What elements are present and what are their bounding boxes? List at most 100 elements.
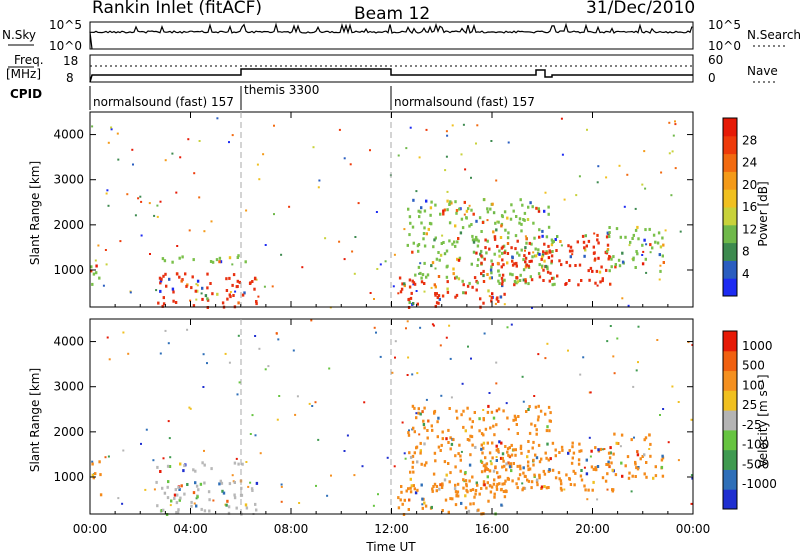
echo-cell: [160, 509, 163, 512]
noise-cell: [140, 200, 143, 203]
echo-cell: [493, 252, 496, 256]
echo-cell: [440, 443, 443, 447]
echo-cell: [659, 245, 663, 249]
echo-cell: [496, 296, 499, 300]
echo-cell: [547, 212, 550, 216]
echo-cell: [488, 469, 492, 473]
echo-cell: [641, 455, 644, 458]
echo-cell: [436, 420, 439, 424]
echo-cell: [501, 482, 504, 486]
echo-cell: [472, 502, 475, 506]
echo-cell: [649, 442, 652, 446]
echo-cell: [480, 272, 483, 276]
echo-cell: [229, 295, 232, 299]
echo-cell: [492, 416, 496, 420]
nsky-frame: [89, 21, 694, 50]
noise-cell: [280, 253, 283, 256]
echo-cell: [95, 271, 98, 275]
echo-cell: [556, 274, 559, 278]
time-axis: 00:00 04:00 08:00 12:00 16:00 20:00 00:00: [73, 112, 710, 536]
echo-cell: [409, 486, 412, 490]
echo-cell: [484, 246, 487, 250]
echo-cell: [533, 424, 537, 428]
echo-cell: [546, 442, 549, 446]
noise-cell: [189, 299, 192, 302]
echo-cell: [483, 483, 486, 487]
echo-cell: [447, 510, 450, 514]
echo-cell: [437, 416, 440, 420]
echo-cell: [161, 304, 164, 308]
echo-cell: [192, 304, 196, 308]
echo-cell: [237, 254, 240, 258]
noise-cell: [495, 456, 498, 458]
freq-strip: Freq. [MHz] 18 8 60 0 Nave: [6, 53, 778, 85]
echo-cell: [433, 238, 436, 242]
noise-cell: [628, 244, 631, 247]
noise-cell: [441, 234, 444, 237]
noise-cell: [672, 134, 675, 137]
echo-cell: [574, 471, 577, 475]
noise-cell: [658, 278, 661, 281]
echo-cell: [529, 201, 532, 205]
echo-cell: [538, 476, 541, 480]
echo-cell: [199, 482, 203, 486]
echo-cell: [527, 449, 530, 453]
colorbar-swatch: [723, 350, 737, 372]
echo-cell: [520, 222, 523, 226]
noise-cell: [317, 186, 320, 189]
echo-cell: [538, 228, 541, 232]
echo-cell: [228, 256, 232, 260]
echo-cell: [498, 273, 501, 277]
noise-cell: [107, 141, 110, 144]
echo-cell: [461, 279, 464, 283]
noise-cell: [521, 375, 524, 378]
echo-cell: [486, 410, 490, 414]
echo-cell: [210, 467, 213, 471]
noise-cell: [405, 327, 407, 330]
echo-cell: [443, 478, 447, 482]
xtick-label: 04:00: [173, 522, 208, 536]
echo-cell: [568, 264, 572, 268]
echo-cell: [636, 453, 640, 457]
echo-cell: [459, 454, 462, 458]
noise-cell: [97, 244, 100, 247]
echo-cell: [489, 490, 493, 494]
echo-cell: [441, 483, 444, 487]
echo-cell: [525, 237, 528, 241]
echo-cell: [608, 255, 612, 259]
echo-cell: [548, 429, 551, 433]
noise-cell: [254, 434, 257, 437]
noise-cell: [621, 297, 624, 300]
echo-cell: [490, 410, 494, 414]
echo-cell: [567, 451, 570, 455]
echo-cell: [497, 450, 500, 453]
echo-cell: [476, 244, 480, 248]
echo-cell: [557, 471, 561, 475]
echo-cell: [201, 461, 204, 465]
echo-cell: [424, 504, 428, 508]
echo-cell: [511, 479, 514, 483]
noise-cell: [369, 292, 372, 294]
echo-cell: [478, 429, 481, 433]
echo-cell: [605, 268, 608, 272]
echo-cell: [446, 264, 449, 268]
nsearch-tick-bottom: 10^0: [708, 39, 741, 53]
echo-cell: [222, 491, 226, 495]
echo-cell: [163, 491, 167, 495]
echo-cell: [482, 441, 486, 445]
noise-cell: [627, 304, 630, 307]
noise-cell: [127, 352, 130, 355]
echo-cell: [524, 278, 527, 282]
echo-cell: [654, 474, 658, 478]
echo-cell: [504, 249, 507, 253]
echo-cell: [501, 258, 504, 262]
noise-cell: [375, 211, 378, 213]
echo-cell: [400, 485, 403, 488]
echo-cell: [442, 241, 445, 244]
echo-cell: [423, 501, 426, 505]
echo-cell: [491, 456, 494, 460]
colorbar-tick-label: -100: [742, 438, 769, 452]
echo-cell: [580, 279, 583, 282]
echo-cell: [403, 282, 406, 286]
echo-region: [480, 233, 612, 287]
